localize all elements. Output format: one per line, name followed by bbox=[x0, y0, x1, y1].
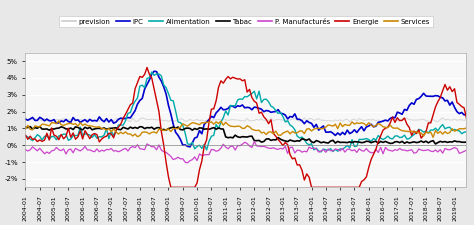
Legend: prevision, IPC, Alimentation, Tabac, P. Manufacturés, Energie, Services: prevision, IPC, Alimentation, Tabac, P. … bbox=[59, 16, 433, 27]
